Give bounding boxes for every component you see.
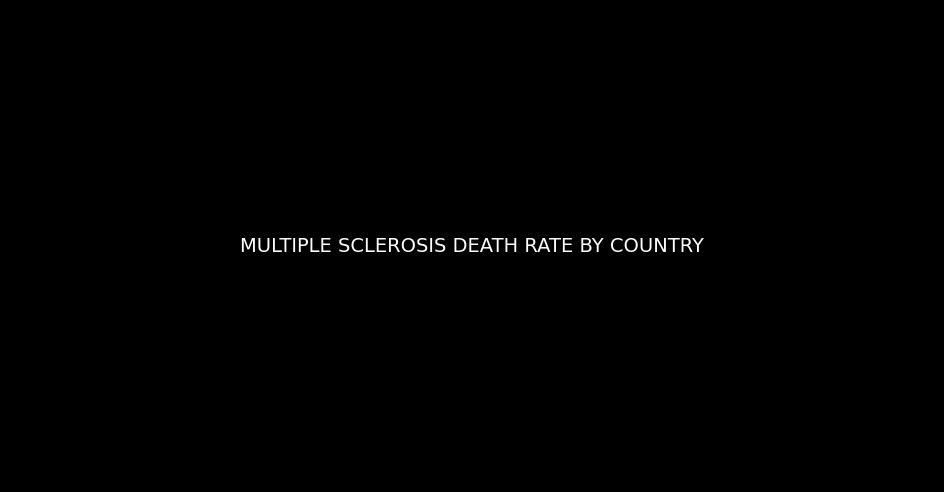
Text: MULTIPLE SCLEROSIS DEATH RATE BY COUNTRY: MULTIPLE SCLEROSIS DEATH RATE BY COUNTRY: [240, 237, 704, 255]
